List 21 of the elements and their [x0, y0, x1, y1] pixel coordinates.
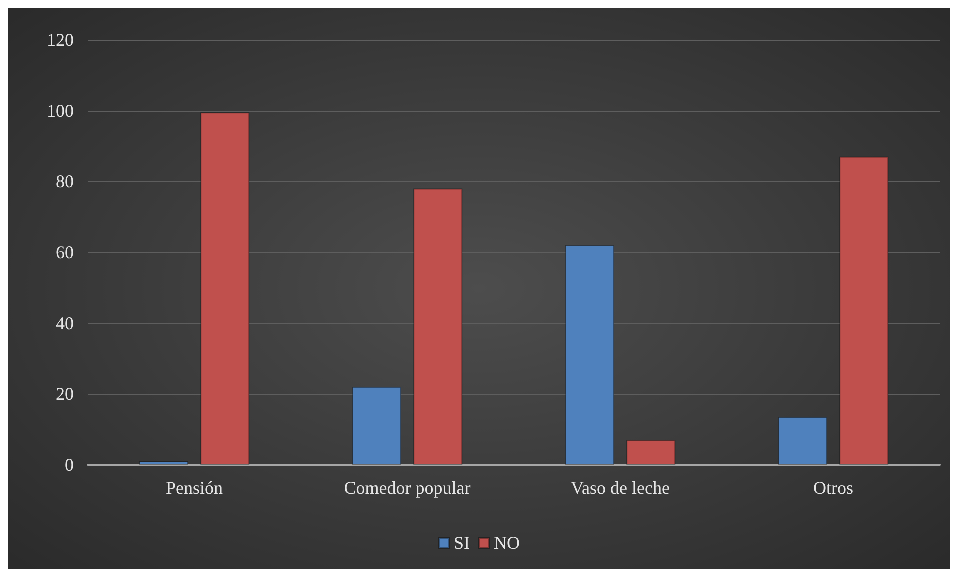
y-tick-label: 0: [65, 455, 74, 475]
y-tick-label: 60: [56, 242, 74, 262]
bar: [565, 245, 614, 465]
bar: [778, 417, 828, 465]
legend-label: SI: [454, 533, 470, 553]
y-tick-label: 80: [56, 172, 74, 192]
bar: [840, 156, 889, 465]
legend-label: NO: [494, 533, 520, 553]
bar: [414, 188, 463, 465]
y-tick-label: 120: [47, 30, 74, 50]
x-tick-label: Vaso de leche: [571, 478, 670, 498]
y-tick-label: 40: [56, 313, 74, 334]
x-tick-label: Comedor popular: [344, 478, 471, 498]
x-tick-label: Pensión: [166, 478, 224, 498]
bar: [626, 440, 676, 465]
y-tick-label: 20: [56, 384, 74, 404]
x-tick-label: Otros: [814, 478, 854, 498]
bar: [352, 387, 402, 465]
bar: [139, 461, 188, 465]
y-tick-label: 100: [47, 100, 74, 121]
bar: [200, 112, 250, 465]
